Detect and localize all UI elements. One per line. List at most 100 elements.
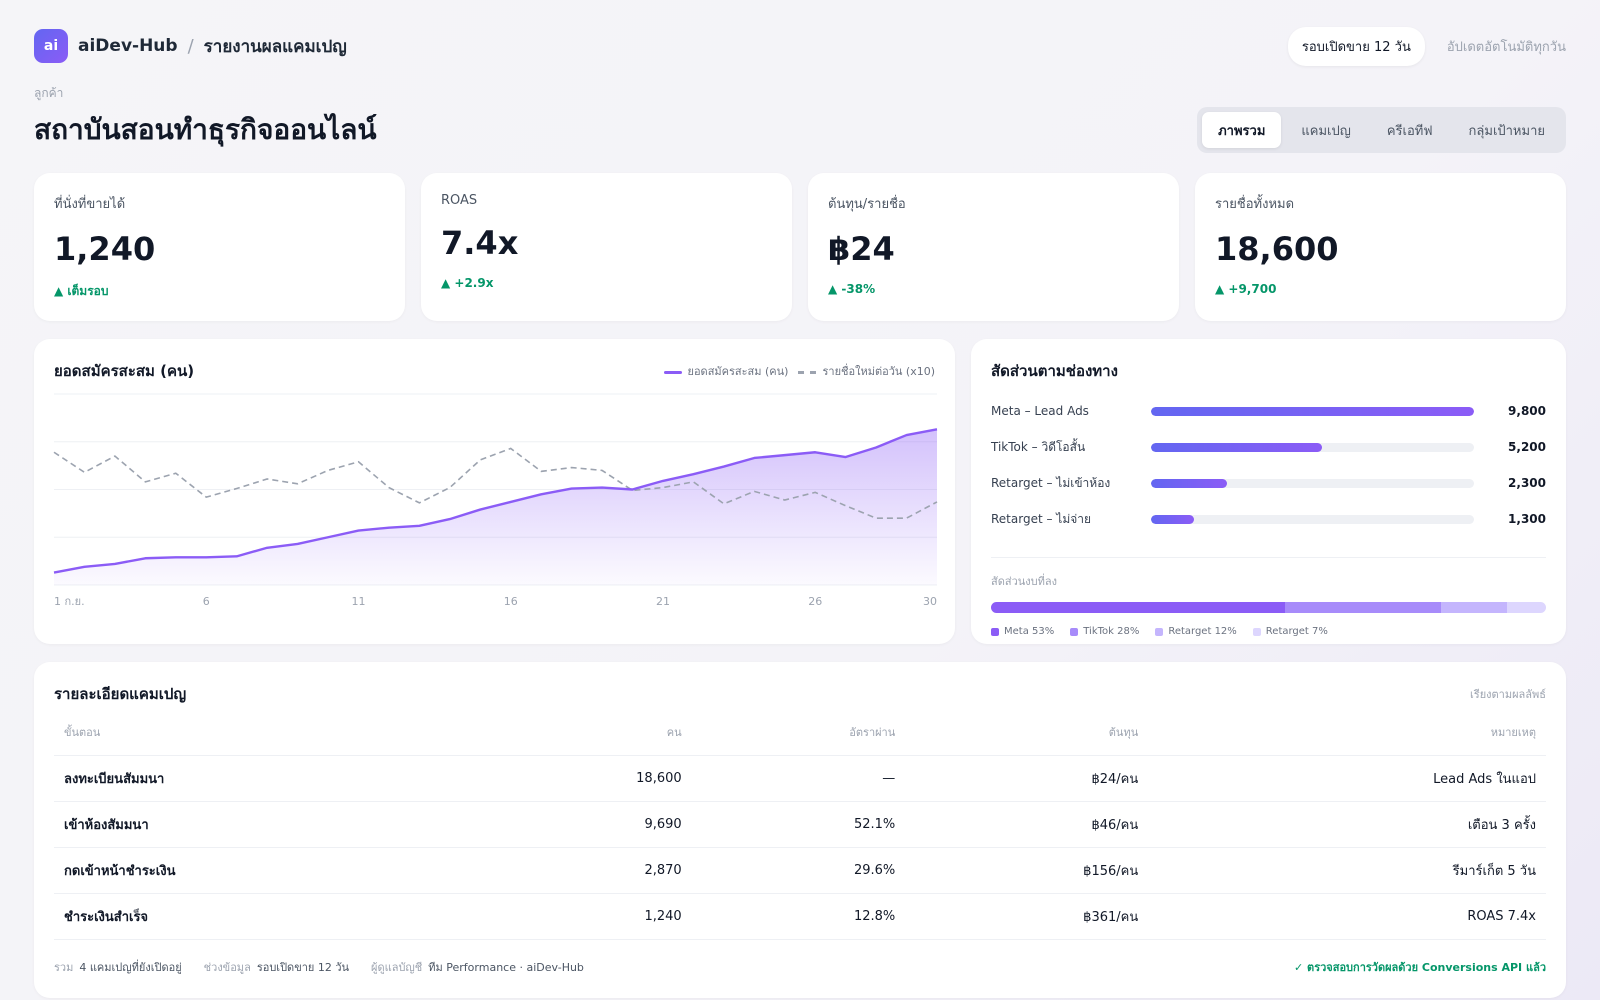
campaign-table: ขั้นตอน คน อัตราผ่าน ต้นทุน หมายเหตุ ลงท… (54, 716, 1546, 940)
channel-list: Meta – Lead Ads 9,800 TikTok – วิดีโอสั้… (991, 393, 1546, 537)
x-tick-label: 1 ก.ย. (54, 595, 85, 608)
kpi-label: ROAS (441, 193, 478, 208)
channel-bar-fill (1151, 406, 1474, 416)
cell-note: Lead Ads ในแอป (1148, 755, 1546, 802)
chart-title: ยอดสมัครสะสม (คน) (54, 362, 195, 380)
budget-segment (1507, 602, 1546, 613)
brand-name[interactable]: aiDev-Hub (78, 36, 178, 56)
budget-legend-item: Retarget 12% (1155, 626, 1237, 637)
cell-people: 9,690 (479, 801, 692, 848)
channel-row: Meta – Lead Ads 9,800 (991, 393, 1546, 429)
tab-audiences[interactable]: กลุ่มเป้าหมาย (1468, 123, 1545, 139)
series-line-cumulative (53, 428, 938, 574)
tab-creatives[interactable]: ครีเอทีฟ (1386, 123, 1433, 139)
budget-legend-label: Retarget 7% (1265, 626, 1328, 637)
cell-pass-rate: — (691, 755, 906, 802)
budget-legend-label: Retarget 12% (1168, 626, 1237, 637)
cell-note: ROAS 7.4x (1148, 893, 1546, 940)
channel-bar-fill (1151, 478, 1227, 488)
cell-pass-rate: 12.8% (691, 893, 906, 940)
kpi-value: 1,240 (54, 230, 156, 268)
series-area-cumulative (54, 429, 937, 585)
kpi-card-cost-per-lead: ต้นทุน/รายชื่อ ฿24 ▲ -38% (808, 173, 1179, 321)
budget-segment (1285, 602, 1441, 613)
budget-stacked-bar (991, 602, 1546, 613)
table-row[interactable]: ชำระเงินสำเร็จ 1,240 12.8% ฿361/คน ROAS … (54, 893, 1546, 940)
table-row[interactable]: กดเข้าหน้าชำระเงิน 2,870 29.6% ฿156/คน ร… (54, 847, 1546, 894)
kpi-delta: ▲ +2.9x (441, 276, 494, 290)
page-title: สถาบันสอนทำธุรกิจออนไลน์ (34, 113, 377, 146)
cell-pass-rate: 52.1% (691, 801, 906, 848)
top-bar: ai aiDev-Hub / รายงานผลแคมเปญ รอบเปิดขาย… (34, 26, 1566, 66)
kpi-value: ฿24 (828, 230, 895, 268)
divider (991, 557, 1546, 558)
col-header-pass-rate[interactable]: อัตราผ่าน (691, 716, 906, 756)
channel-name: TikTok – วิดีโอสั้น (991, 439, 1086, 454)
budget-share-label: สัดส่วนงบที่ลง (991, 575, 1057, 588)
footer-total-value: 4 แคมเปญที่ยังเปิดอยู่ (79, 961, 182, 974)
breadcrumb-page: รายงานผลแคมเปญ (203, 36, 347, 57)
col-header-step[interactable]: ขั้นตอน (54, 716, 480, 756)
cell-pass-rate: 29.6% (691, 847, 906, 894)
verified-badge: ✓ ตรวจสอบการวัดผลด้วย Conversions API แล… (1294, 961, 1546, 974)
channel-name: Retarget – ไม่จ่าย (991, 511, 1092, 526)
col-header-people[interactable]: คน (479, 716, 692, 756)
cell-cost: ฿46/คน (905, 801, 1149, 848)
legend-swatch-dashed (798, 370, 817, 374)
cell-step: ชำระเงินสำเร็จ (54, 893, 480, 940)
budget-legend-item: Retarget 7% (1252, 626, 1328, 637)
tab-overview[interactable]: ภาพรวม (1202, 112, 1282, 148)
budget-legend-label: Meta 53% (1004, 626, 1055, 637)
channel-share-card: สัดส่วนตามช่องทาง Meta – Lead Ads 9,800 … (971, 339, 1566, 644)
col-header-cost[interactable]: ต้นทุน (905, 716, 1149, 756)
client-label: ลูกค้า (34, 86, 64, 100)
x-tick-label: 21 (656, 595, 670, 608)
channel-value: 1,300 (1508, 512, 1546, 526)
channel-bar-track (1151, 514, 1474, 524)
table-row[interactable]: เข้าห้องสัมมนา 9,690 52.1% ฿46/คน เตือน … (54, 801, 1546, 848)
kpi-card-seats: ที่นั่งที่ขายได้ 1,240 ▲ เต็มรอบ (34, 173, 405, 321)
table-row[interactable]: ลงทะเบียนสัมมนา 18,600 — ฿24/คน Lead Ads… (54, 755, 1546, 802)
logo-icon[interactable]: ai (34, 29, 68, 63)
chart-legend: ยอดสมัครสะสม (คน) รายชื่อใหม่ต่อวัน (x10… (663, 362, 935, 380)
signup-line-chart: 1 ก.ย. 6 11 16 21 26 30 (53, 393, 938, 608)
col-header-note[interactable]: หมายเหตุ (1148, 716, 1546, 756)
channel-value: 9,800 (1508, 404, 1546, 418)
kpi-card-total-leads: รายชื่อทั้งหมด 18,600 ▲ +9,700 (1195, 173, 1566, 321)
cell-step: ลงทะเบียนสัมมนา (54, 755, 480, 802)
round-pill[interactable]: รอบเปิดขาย 12 วัน (1287, 26, 1425, 66)
sort-hint[interactable]: เรียงตามผลลัพธ์ (1470, 688, 1546, 701)
kpi-value: 7.4x (441, 224, 519, 262)
legend-item-daily: รายชื่อใหม่ต่อวัน (x10) (798, 362, 935, 380)
budget-segment (991, 602, 1286, 613)
cell-step: กดเข้าหน้าชำระเงิน (54, 847, 480, 894)
footer-total: รวม 4 แคมเปญที่ยังเปิดอยู่ (54, 958, 182, 976)
cell-cost: ฿24/คน (905, 755, 1149, 802)
legend-swatch-solid (663, 370, 682, 374)
x-tick-label: 26 (808, 595, 822, 608)
cell-people: 18,600 (479, 755, 692, 802)
footer-owner-value: ทีม Performance · aiDev-Hub (428, 961, 584, 974)
footer-range-label: ช่วงข้อมูล (203, 961, 251, 974)
budget-legend-swatch (991, 627, 999, 636)
budget-legend-item: Meta 53% (991, 626, 1054, 637)
table-title: รายละเอียดแคมเปญ (54, 685, 187, 703)
channel-row: TikTok – วิดีโอสั้น 5,200 (991, 429, 1546, 465)
cell-people: 2,870 (479, 847, 692, 894)
budget-legend-swatch (1252, 627, 1261, 636)
footer-range-value: รอบเปิดขาย 12 วัน (256, 961, 350, 974)
signup-chart-card: 1 ก.ย. 6 11 16 21 26 30 ยอดสมัครสะสม (คน) ยอดส… (34, 339, 955, 644)
tab-campaigns[interactable]: แคมเปญ (1301, 123, 1351, 139)
channel-name: Retarget – ไม่เข้าห้อง (991, 475, 1111, 490)
footer-range: ช่วงข้อมูล รอบเปิดขาย 12 วัน (204, 958, 349, 976)
budget-legend-label: TikTok 28% (1083, 626, 1140, 637)
footer-owner: ผู้ดูแลบัญชี ทีม Performance · aiDev-Hub (371, 958, 584, 976)
budget-legend: Meta 53% TikTok 28% Retarget 12% Retarget 7… (991, 626, 1546, 637)
kpi-value: 18,600 (1215, 230, 1339, 268)
budget-legend-swatch (1070, 627, 1079, 636)
footer-total-label: รวม (54, 961, 74, 974)
legend-item-cumulative: ยอดสมัครสะสม (คน) (663, 362, 788, 380)
channel-share-title: สัดส่วนตามช่องทาง (991, 362, 1118, 380)
kpi-label: รายชื่อทั้งหมด (1215, 197, 1295, 212)
x-tick-label: 30 (923, 595, 937, 608)
